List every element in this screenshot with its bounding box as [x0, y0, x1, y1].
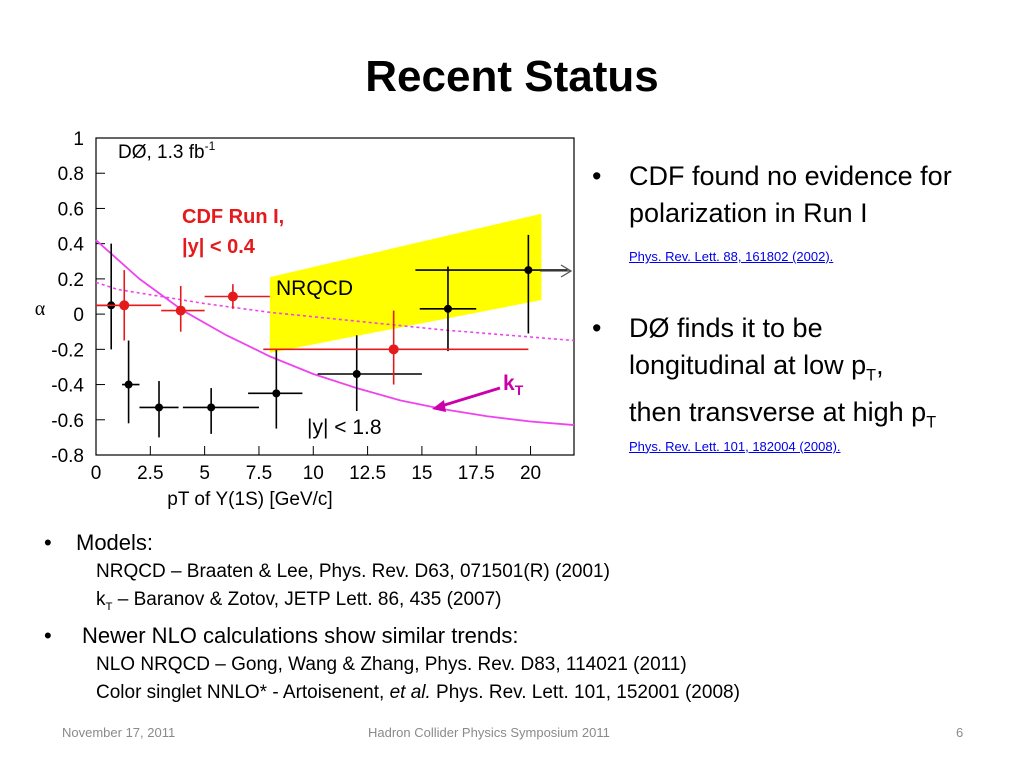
footer-event: Hadron Collider Physics Symposium 2011	[368, 725, 610, 740]
y-tick-label: 1	[73, 129, 84, 150]
overflow-arrow-head	[560, 264, 573, 278]
bullet-dot: •	[592, 161, 602, 191]
bullet-line: then transverse at high pT	[629, 397, 937, 432]
data-points	[96, 234, 568, 438]
data-point	[443, 304, 452, 313]
y-tick-label: -0.6	[51, 411, 84, 432]
slide-title: Recent Status	[365, 52, 659, 101]
bullet-item: • DØ finds it to be longitudinal at low …	[592, 310, 1012, 456]
y-tick-label: 0.8	[58, 164, 84, 185]
x-tick-label: 20	[520, 463, 541, 484]
kt-arrow	[437, 386, 501, 409]
kt-label: kT	[503, 372, 524, 398]
page-number: 6	[956, 725, 964, 740]
data-point	[524, 266, 533, 275]
x-axis-label: pT of Υ(1S) [GeV/c]	[167, 489, 332, 510]
bullet-dot: •	[592, 313, 602, 343]
y-axis-label: α	[35, 298, 46, 320]
data-point	[388, 344, 399, 355]
polarization-chart: 0 2.5 5 7.5 10 12.5 15 17.5 20 1 0.8 0.6 0.4 0.2 0 -0.2…	[35, 129, 575, 510]
y-tick-label: 0.2	[58, 270, 84, 291]
models-section: • Models: NRQCD – Braaten & Lee, Phys. Re…	[44, 528, 994, 707]
bullet-dot: •	[44, 622, 52, 648]
data-point	[272, 389, 281, 398]
models-bullet: • Models:	[44, 528, 994, 558]
bullet-dot: •	[44, 530, 52, 555]
x-tick-label: 10	[303, 463, 324, 484]
plot-frame	[95, 137, 575, 456]
data-point	[352, 369, 361, 378]
x-tick-label: 5	[199, 463, 210, 484]
x-tick-label: 7.5	[246, 463, 272, 484]
bullet-item: • CDF found no evidence for polarization…	[592, 158, 1012, 266]
data-point	[124, 380, 133, 389]
kt-curve	[95, 239, 575, 426]
data-point	[119, 300, 130, 311]
nrqcd-band-layer	[269, 213, 542, 353]
y-tick-label: -0.2	[51, 340, 84, 361]
nlo-bullet: • Newer NLO calculations show similar tre…	[44, 621, 994, 651]
color-singlet-reference: Color singlet NNLO* - Artoisenent, et al…	[96, 681, 740, 703]
data-point	[175, 305, 186, 316]
y-tick-label: -0.4	[51, 376, 84, 397]
nrqcd-band	[269, 213, 542, 353]
x-tick-label: 2.5	[137, 463, 163, 484]
nrqcd-label: NRQCD	[276, 277, 353, 300]
kt-reference: kT – Baranov & Zotov, JETP Lett. 86, 435…	[96, 589, 502, 613]
bullet-text: CDF found no evidence for polarization i…	[629, 161, 952, 228]
data-point	[227, 291, 238, 302]
rapidity-label: |y| < 1.8	[307, 416, 382, 439]
x-tick-label: 15	[411, 463, 432, 484]
y-tick-label: 0.6	[58, 199, 84, 220]
theory-curves	[95, 239, 575, 426]
x-tick-label: 0	[91, 463, 102, 484]
footer-date: November 17, 2011	[62, 725, 176, 740]
nrqcd-reference: NRQCD – Braaten & Lee, Phys. Rev. D63, 0…	[96, 561, 610, 582]
cdf-rapidity-label: |y| < 0.4	[182, 236, 256, 258]
cdf-label: CDF Run I,	[182, 206, 284, 228]
bullet-line: DØ finds it to be	[629, 313, 823, 343]
reference-link[interactable]: Phys. Rev. Lett. 88, 161802 (2002).	[629, 249, 834, 264]
reference-link[interactable]: Phys. Rev. Lett. 101, 182004 (2008).	[629, 438, 841, 454]
kt-arrow-head	[432, 400, 446, 412]
x-tick-label: 17.5	[458, 463, 495, 484]
tick-labels: 0 2.5 5 7.5 10 12.5 15 17.5 20 1 0.8 0.6 0.4 0.2 0 -0.2…	[51, 129, 541, 484]
data-point	[155, 403, 164, 412]
y-tick-label: -0.8	[51, 446, 84, 467]
d0-label: DØ, 1.3 fb-1	[118, 139, 216, 163]
bullet-line: longitudinal at low pT,	[629, 350, 884, 385]
x-tick-label: 12.5	[349, 463, 386, 484]
y-tick-label: 0	[73, 305, 84, 326]
right-bullet-list: • CDF found no evidence for polarization…	[592, 158, 1012, 456]
nlo-reference: NLO NRQCD – Gong, Wang & Zhang, Phys. Re…	[96, 653, 687, 675]
y-tick-label: 0.4	[58, 235, 85, 256]
data-point	[207, 403, 216, 412]
